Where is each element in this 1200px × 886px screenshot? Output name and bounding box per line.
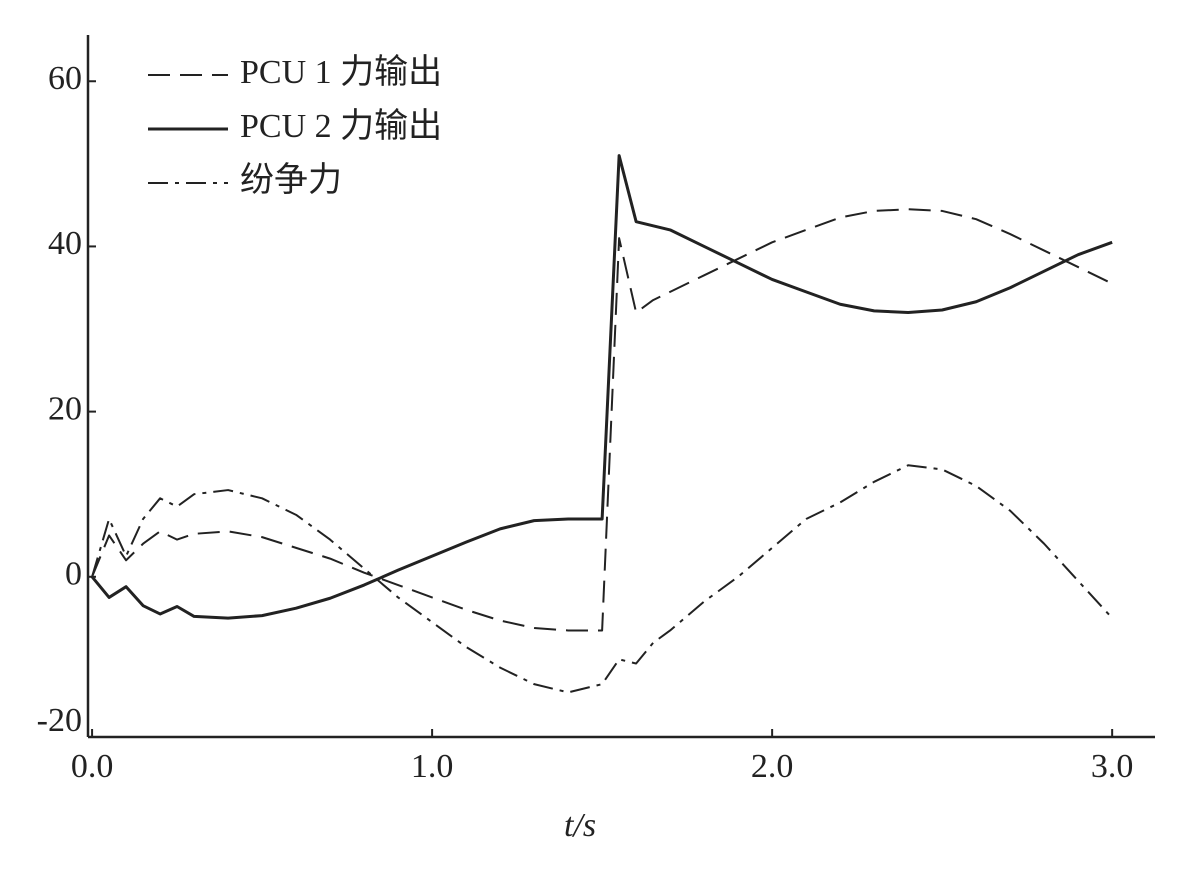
legend-label: PCU 1 力输出 [240,53,442,91]
legend-label: 纷争力 [240,161,342,199]
y-tick-label: 0 [65,556,82,593]
y-tick-label: -20 [37,702,82,739]
series-line [90,154,1113,620]
series-line [91,208,1113,632]
x-tick-label: 2.0 [751,748,794,785]
y-tick-label: 20 [48,390,82,427]
x-tick-label: 3.0 [1091,748,1134,785]
x-tick-label: 0.0 [71,748,114,785]
series-line [91,464,1113,694]
x-axis-label: t/s [564,807,596,844]
legend-label: PCU 2 力输出 [240,107,442,145]
x-tick-label: 1.0 [411,748,454,785]
y-tick-label: 60 [48,60,82,97]
y-tick-label: 40 [48,225,82,262]
